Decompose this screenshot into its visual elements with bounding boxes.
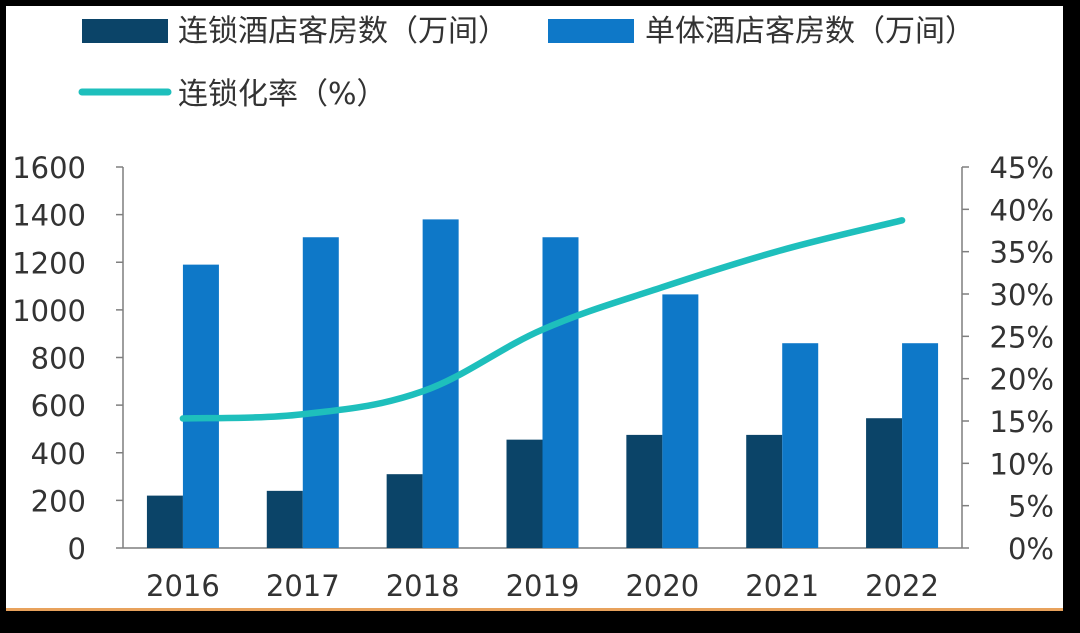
- bar-chain-2022: [866, 418, 903, 548]
- x-tick-label: 2021: [745, 569, 819, 603]
- left-tick-label: 600: [31, 389, 86, 423]
- bar-chain-2019: [506, 439, 543, 548]
- right-tick-label: 0%: [1008, 532, 1054, 566]
- right-tick-label: 35%: [990, 236, 1054, 270]
- legend-label-chain: 连锁酒店客房数（万间）: [178, 14, 508, 49]
- x-tick-label: 2018: [386, 569, 460, 603]
- left-tick-label: 0: [68, 532, 86, 566]
- legend-swatch-single: [548, 19, 634, 43]
- x-tick-label: 2022: [865, 569, 939, 603]
- bars: [146, 219, 939, 548]
- right-tick-label: 15%: [990, 405, 1054, 439]
- bar-single-2022: [902, 343, 939, 548]
- bar-chain-2020: [626, 434, 663, 548]
- legend-label-rate: 连锁化率（%）: [178, 77, 387, 112]
- x-tick-label: 2020: [625, 569, 699, 603]
- left-tick-label: 400: [31, 437, 86, 471]
- right-tick-label: 45%: [990, 151, 1054, 185]
- bar-chain-2021: [746, 434, 783, 548]
- bar-single-2021: [782, 343, 819, 548]
- right-tick-label: 30%: [990, 278, 1054, 312]
- x-tick-label: 2019: [506, 569, 580, 603]
- bar-chain-2016: [146, 495, 183, 548]
- x-tick-label: 2016: [146, 569, 220, 603]
- left-tick-label: 1000: [12, 294, 86, 328]
- x-tick-label: 2017: [266, 569, 340, 603]
- left-tick-label: 800: [31, 342, 86, 376]
- left-tick-label: 200: [31, 484, 86, 518]
- legend-label-single: 单体酒店客房数（万间）: [645, 14, 975, 49]
- left-tick-label: 1200: [12, 246, 86, 280]
- bar-chain-2017: [266, 490, 303, 548]
- bottom-rule: [6, 608, 1063, 611]
- right-tick-label: 10%: [990, 447, 1054, 481]
- legend: 连锁酒店客房数（万间） 单体酒店客房数（万间） 连锁化率（%）: [78, 14, 975, 112]
- right-tick-label: 20%: [990, 363, 1054, 397]
- legend-swatch-chain: [82, 19, 168, 43]
- right-tick-label: 40%: [990, 193, 1054, 227]
- bar-single-2016: [182, 264, 219, 548]
- left-tick-label: 1600: [12, 151, 86, 185]
- bar-chain-2018: [386, 474, 423, 548]
- bar-single-2020: [662, 294, 699, 548]
- right-tick-label: 5%: [1008, 490, 1054, 524]
- line-layer: [179, 217, 906, 422]
- right-tick-label: 25%: [990, 320, 1054, 354]
- axes: 0 200 400 600 800 1000 1200 1400 1600 0% 5% 10% 15% 2…: [12, 151, 1054, 603]
- bar-single-2019: [542, 237, 579, 548]
- left-tick-label: 1400: [12, 199, 86, 233]
- bar-single-2017: [302, 237, 339, 548]
